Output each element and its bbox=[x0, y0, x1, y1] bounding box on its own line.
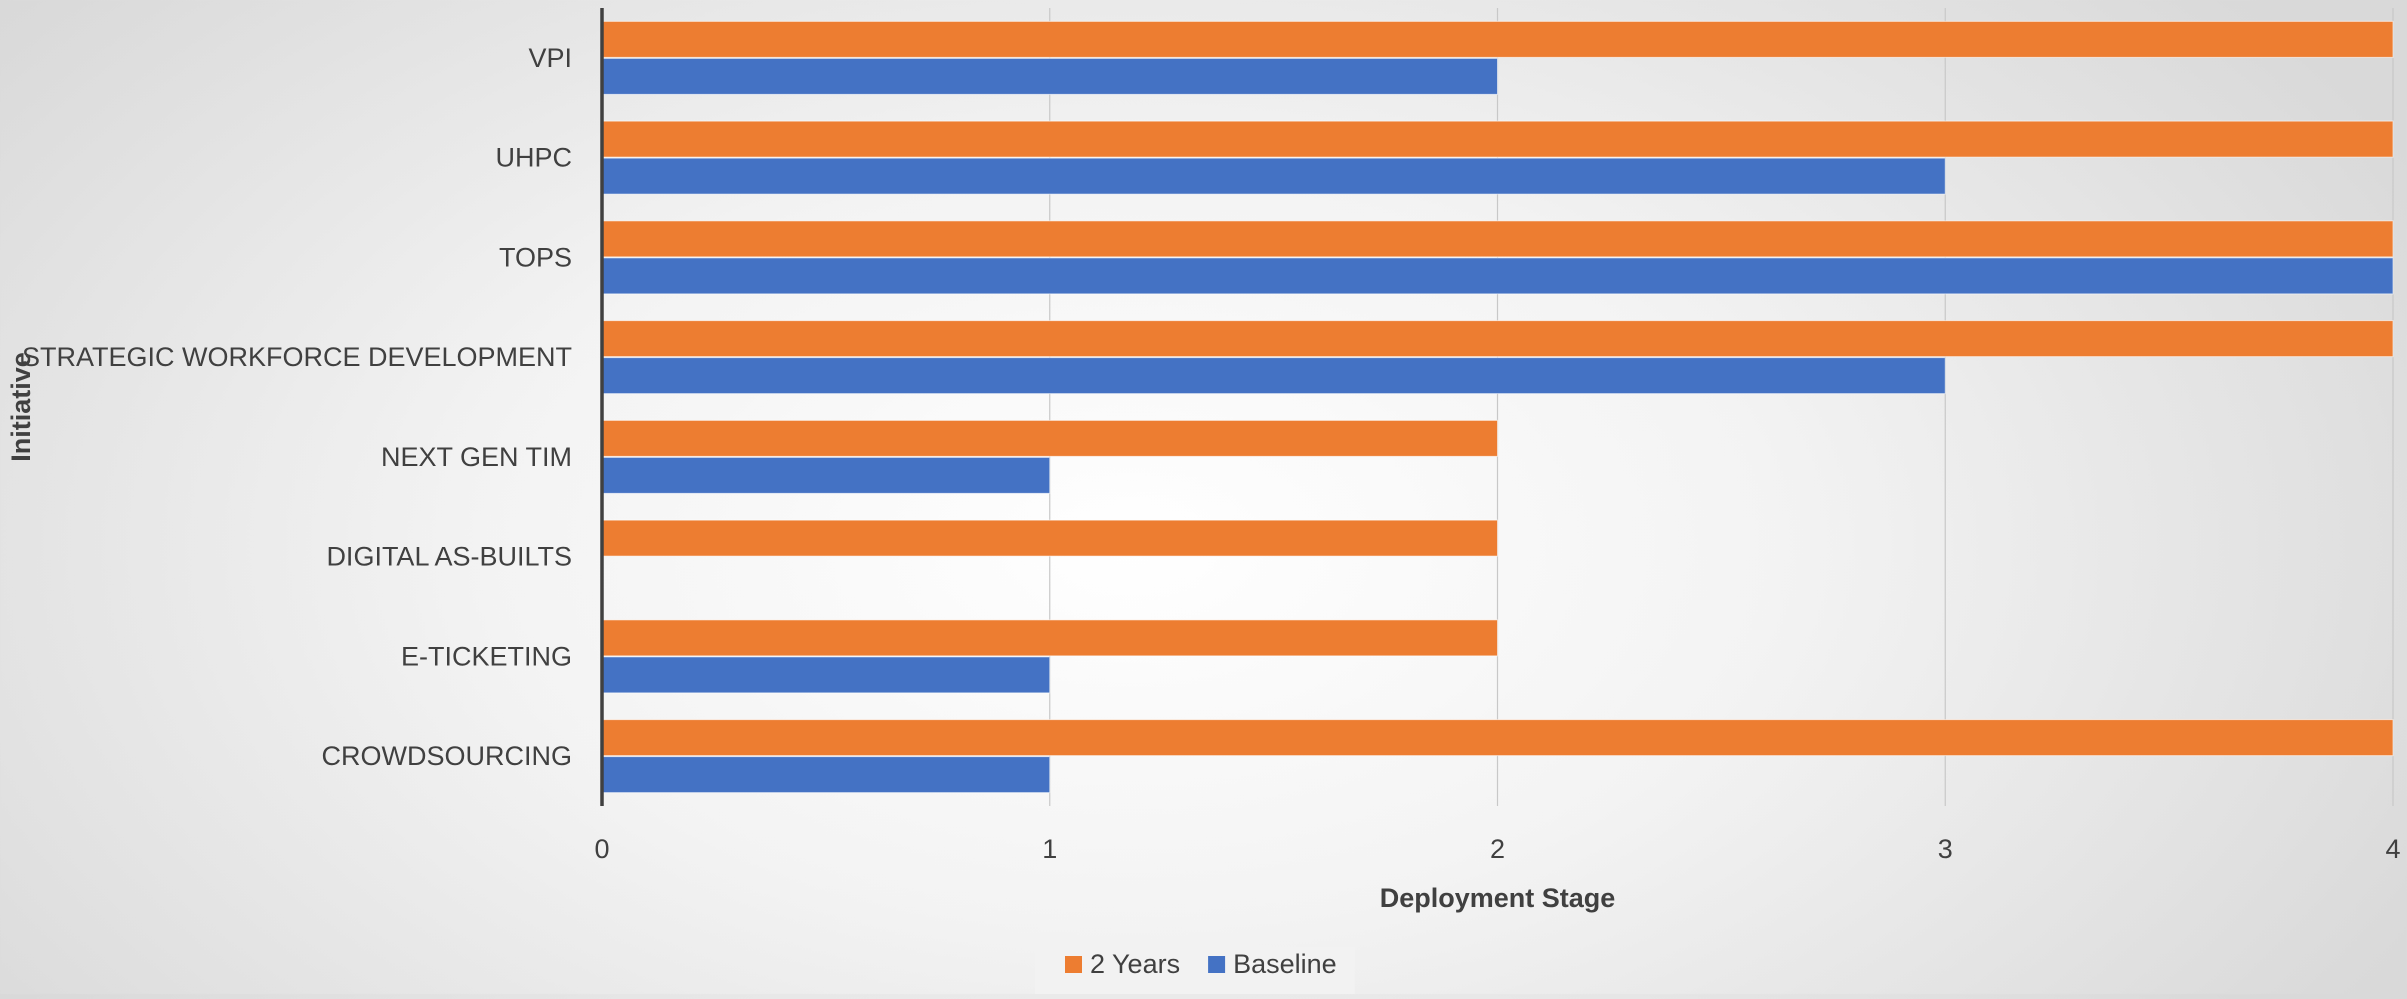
x-tick-label: 1 bbox=[1042, 834, 1057, 864]
x-tick-label: 4 bbox=[2385, 834, 2400, 864]
legend-label: 2 Years bbox=[1090, 949, 1180, 979]
x-tick-label: 3 bbox=[1938, 834, 1953, 864]
bar-2-years bbox=[601, 320, 2394, 358]
y-tick-label: STRATEGIC WORKFORCE DEVELOPMENT bbox=[22, 342, 572, 372]
legend bbox=[1035, 947, 1355, 994]
y-tick-label: E-TICKETING bbox=[401, 641, 572, 671]
legend-swatch bbox=[1065, 956, 1082, 973]
y-tick-label: TOPS bbox=[499, 242, 572, 272]
legend-label: Baseline bbox=[1233, 949, 1337, 979]
bar-baseline bbox=[601, 756, 1051, 794]
x-tick-label: 2 bbox=[1490, 834, 1505, 864]
y-tick-label: UHPC bbox=[495, 143, 572, 173]
bar-2-years bbox=[601, 419, 1498, 457]
y-axis-title: Initiative bbox=[6, 352, 36, 462]
bar-2-years bbox=[601, 20, 2394, 58]
y-tick-label: VPI bbox=[528, 43, 572, 73]
y-tick-label: DIGITAL AS-BUILTS bbox=[326, 542, 572, 572]
bar-baseline bbox=[601, 656, 1051, 694]
bar-2-years bbox=[601, 220, 2394, 258]
y-tick-label: NEXT GEN TIM bbox=[381, 442, 572, 472]
bar-baseline bbox=[601, 257, 2394, 295]
x-tick-label: 0 bbox=[594, 834, 609, 864]
legend-swatch bbox=[1208, 956, 1226, 973]
x-axis-title: Deployment Stage bbox=[1380, 883, 1616, 913]
bar-2-years bbox=[601, 519, 1498, 557]
bar-2-years bbox=[601, 619, 1498, 657]
bar-baseline bbox=[601, 357, 1946, 395]
y-tick-label: CROWDSOURCING bbox=[322, 741, 573, 771]
bar-2-years bbox=[601, 120, 2394, 158]
bar-baseline bbox=[601, 57, 1498, 95]
bar-baseline bbox=[601, 157, 1946, 195]
bar-2-years bbox=[601, 719, 2394, 757]
bar-baseline bbox=[601, 456, 1051, 494]
